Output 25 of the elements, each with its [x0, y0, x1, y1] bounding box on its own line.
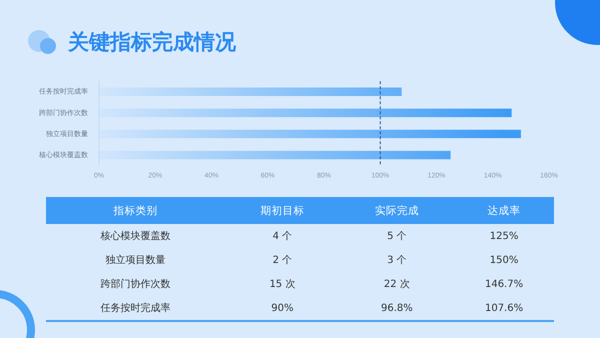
text: 150%	[488, 254, 520, 268]
text: 任务按时完成率	[100, 302, 172, 316]
text: 独立项目数量	[104, 254, 167, 268]
text: 107.6%	[484, 302, 524, 316]
text: 146.7%	[484, 278, 524, 292]
text: 跨部门协作次数	[100, 278, 172, 292]
chart-title: 关键指标完成情况	[68, 29, 236, 56]
text: 15 次	[268, 278, 296, 292]
category-label: 达成率	[454, 197, 554, 224]
text: 核心模块覆盖数	[100, 230, 172, 244]
text: 22 次	[382, 278, 411, 292]
text: 96.8%	[380, 302, 414, 316]
text: 125%	[488, 230, 520, 244]
category-label: 实际完成	[340, 197, 454, 224]
category-label: 指标类别	[46, 197, 226, 224]
bar	[99, 130, 521, 138]
text: 3 个	[386, 254, 408, 268]
text: 5 个	[386, 230, 408, 244]
bar	[99, 150, 451, 160]
bar	[99, 108, 512, 118]
bar	[99, 88, 402, 96]
text: 4 个	[272, 230, 294, 244]
text: 90%	[270, 302, 294, 316]
category-label: 期初目标	[225, 197, 340, 224]
text: 2 个	[272, 254, 294, 268]
